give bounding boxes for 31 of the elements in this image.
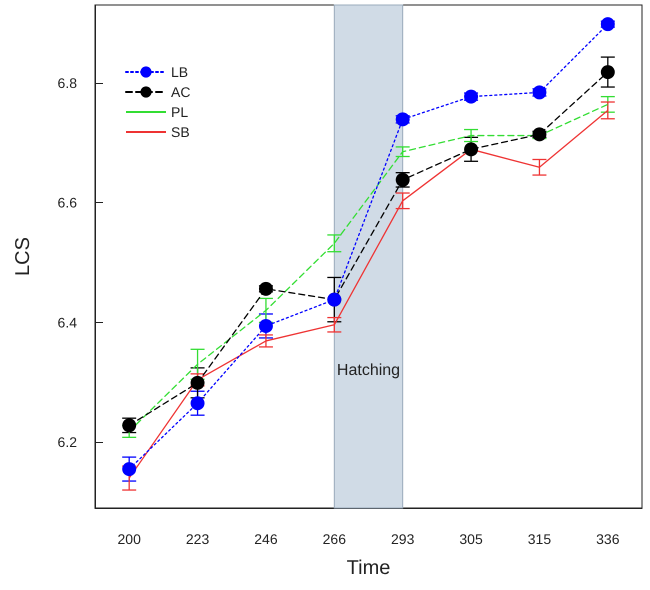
- legend-label: PL: [171, 104, 188, 120]
- point: [122, 462, 136, 476]
- point: [258, 318, 273, 333]
- y-tick-label: 6.8: [58, 74, 78, 91]
- band-label: Hatching: [336, 362, 400, 379]
- x-tick-label: 266: [322, 531, 346, 547]
- point: [600, 17, 615, 32]
- legend-label: LB: [171, 64, 188, 80]
- point: [532, 85, 546, 100]
- y-tick-label: 6.4: [58, 314, 78, 330]
- point: [464, 142, 478, 156]
- x-tick-label: 293: [391, 531, 415, 547]
- legend-label: AC: [171, 84, 190, 100]
- x-axis-title: Time: [346, 557, 390, 579]
- x-tick-label: 315: [528, 531, 552, 547]
- y-tick-label: 6.6: [58, 194, 78, 211]
- x-tick-label: 246: [254, 531, 278, 547]
- x-tick-label: 305: [459, 531, 483, 547]
- point: [190, 376, 205, 390]
- point: [464, 90, 478, 104]
- point: [258, 282, 273, 296]
- y-axis-title: LCS: [12, 237, 34, 276]
- x-tick-label: 336: [596, 531, 620, 547]
- x-tick-label: 200: [118, 531, 142, 547]
- point: [532, 127, 546, 142]
- y-tick-label: 6.2: [58, 434, 78, 450]
- x-tick-label: 223: [186, 531, 210, 547]
- point: [190, 396, 205, 410]
- legend-label: SB: [171, 124, 190, 140]
- point: [600, 65, 615, 80]
- point: [396, 112, 410, 126]
